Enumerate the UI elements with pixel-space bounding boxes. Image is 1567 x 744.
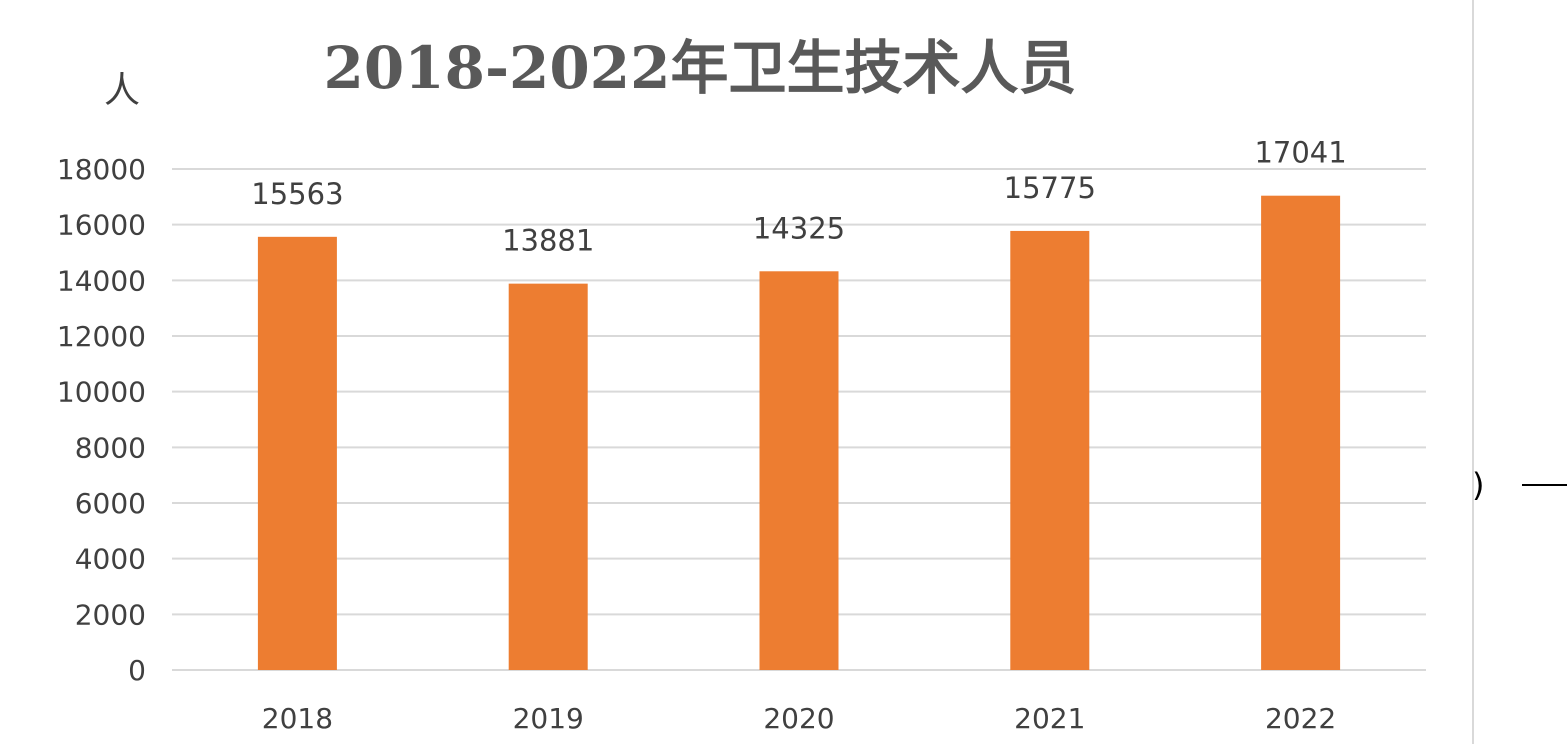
y-tick-label-0: 0 xyxy=(128,654,146,687)
data-label-2018: 15563 xyxy=(251,177,343,211)
side-text-fragment: ) xyxy=(1472,466,1485,504)
y-tick-label-18000: 18000 xyxy=(57,153,146,186)
x-tick-label-2022: 2022 xyxy=(1265,702,1336,735)
x-axis-ticks: 2018 2019 2020 2021 2022 xyxy=(262,702,1336,735)
x-tick-label-2018: 2018 xyxy=(262,702,333,735)
x-tick-label-2020: 2020 xyxy=(763,702,834,735)
y-tick-label-2000: 2000 xyxy=(75,598,146,631)
bar-2019 xyxy=(508,283,588,670)
x-tick-label-2019: 2019 xyxy=(513,702,584,735)
bar-2018 xyxy=(257,236,337,670)
side-horizontal-line xyxy=(1522,484,1567,486)
y-tick-label-4000: 4000 xyxy=(75,543,146,576)
chart-title: 2018-2022年卫生技术人员 xyxy=(324,34,1077,102)
y-tick-label-6000: 6000 xyxy=(75,487,146,520)
data-label-2020: 14325 xyxy=(753,211,845,245)
panel-edge-divider xyxy=(1472,0,1474,744)
y-axis-unit-label: 人 xyxy=(104,70,140,111)
chart-panel: 2018-2022年卫生技术人员 人 0 2000 4000 6000 8000 1000… xyxy=(56,34,1426,735)
data-label-2022: 17041 xyxy=(1254,136,1346,170)
x-tick-label-2021: 2021 xyxy=(1014,702,1085,735)
bar-2021 xyxy=(1010,230,1090,670)
y-tick-label-12000: 12000 xyxy=(57,320,146,353)
y-tick-label-16000: 16000 xyxy=(57,209,146,242)
data-labels: 15563 13881 14325 15775 17041 xyxy=(251,136,1346,258)
data-label-2021: 15775 xyxy=(1004,171,1096,205)
data-label-2019: 13881 xyxy=(502,224,594,258)
y-tick-label-8000: 8000 xyxy=(75,431,146,464)
bars xyxy=(257,195,1341,670)
bar-chart: 2018-2022年卫生技术人员 人 0 2000 4000 6000 8000 1000… xyxy=(57,34,1426,735)
y-tick-label-10000: 10000 xyxy=(57,376,146,409)
y-axis-ticks: 0 2000 4000 6000 8000 10000 12000 14000 16000 180… xyxy=(57,153,146,687)
bar-2022 xyxy=(1261,195,1341,670)
bar-2020 xyxy=(759,271,839,670)
y-tick-label-14000: 14000 xyxy=(57,264,146,297)
